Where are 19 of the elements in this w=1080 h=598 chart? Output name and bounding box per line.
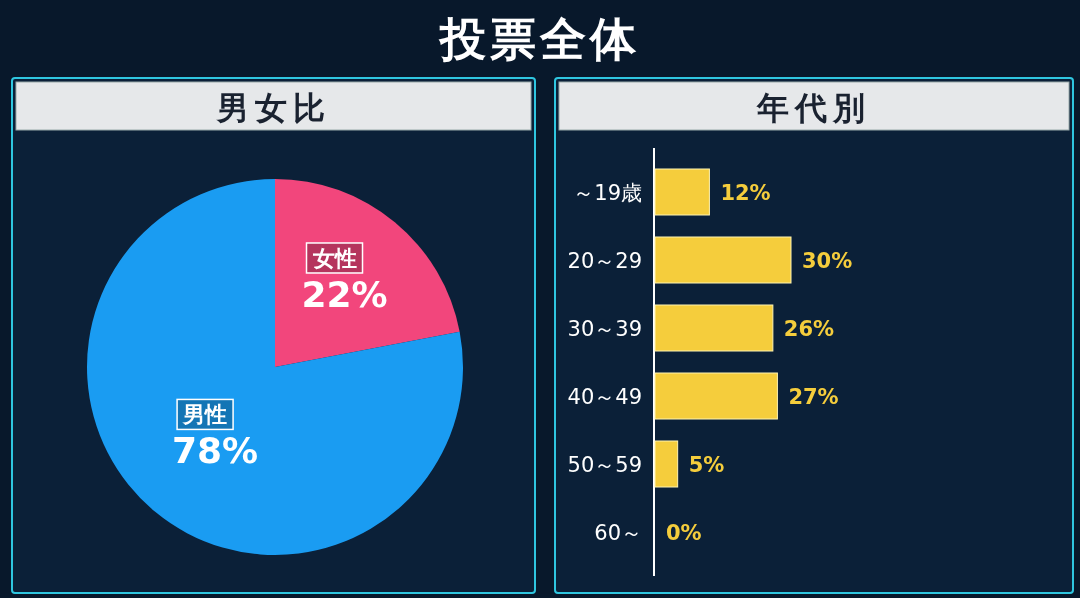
data-label: 22% (301, 273, 388, 315)
y-tick-label: 60～ (594, 521, 642, 545)
y-tick-label: 50～59 (567, 453, 642, 477)
chart-subtitle: 年代別 (756, 89, 871, 127)
data-label: 0% (666, 521, 702, 545)
data-label: 78% (172, 430, 259, 472)
data-label: 30% (802, 249, 853, 273)
y-tick-label: 40～49 (567, 385, 642, 409)
y-tick-label: ～19歳 (573, 181, 642, 205)
chart-title: 投票全体 (438, 12, 640, 66)
data-label: 12% (720, 181, 771, 205)
data-label: 27% (788, 385, 839, 409)
y-tick-label: 20～29 (567, 249, 642, 273)
slice-label: 女性 (311, 245, 357, 271)
slice-label: 男性 (182, 402, 228, 428)
data-label: 26% (783, 317, 835, 341)
chart-subtitle: 男女比 (215, 89, 331, 127)
y-tick-label: 30～39 (567, 317, 642, 341)
data-label: 5% (688, 453, 725, 477)
